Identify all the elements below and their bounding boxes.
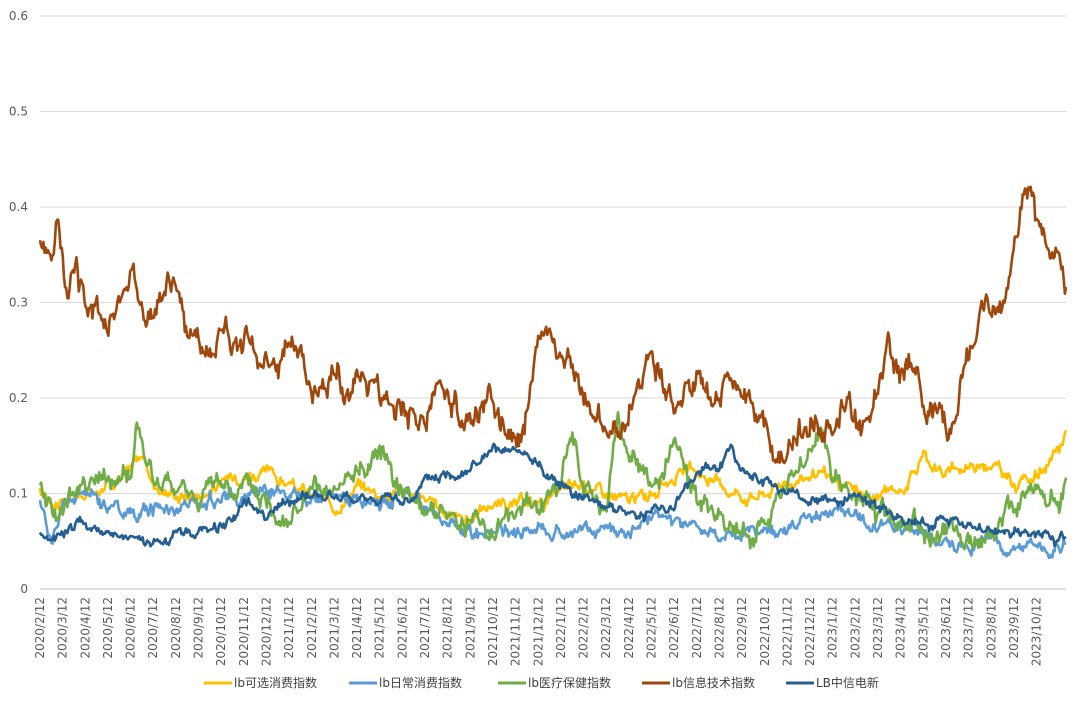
x-tick-label: 2021/1/12 (282, 597, 296, 659)
x-tick-label: 2020/11/12 (237, 597, 251, 666)
x-tick-label: 2021/8/12 (441, 597, 455, 659)
legend: lb可选消费指数 lb日常消费指数 lb医疗保健指数 lb信息技术指数 LB中信电新 (204, 675, 879, 690)
x-axis-ticks: 2020/2/12 2020/3/12 2020/4/12 2020/5/12 2020… (33, 597, 1044, 666)
x-tick-label: 2020/10/12 (214, 597, 228, 666)
x-tick-label: 2020/4/12 (78, 597, 92, 659)
x-tick-label: 2021/5/12 (373, 597, 387, 659)
y-tick-label: 0 (20, 582, 28, 596)
x-tick-label: 2021/10/12 (486, 597, 500, 666)
series-line (38, 483, 1067, 560)
x-tick-label: 2023/7/12 (962, 597, 976, 659)
x-tick-label: 2023/5/12 (916, 597, 930, 659)
x-tick-label: 2022/5/12 (645, 597, 659, 659)
x-tick-label: 2020/3/12 (56, 597, 70, 659)
x-tick-label: 2023/8/12 (984, 597, 998, 659)
y-axis-ticks: 0 0.1 0.2 0.3 0.4 0.5 0.6 (9, 9, 28, 596)
y-tick-label: 0.6 (9, 9, 28, 23)
x-tick-label: 2022/10/12 (758, 597, 772, 666)
x-tick-label: 2022/7/12 (690, 597, 704, 659)
x-tick-label: 2022/4/12 (622, 597, 636, 659)
x-tick-label: 2023/6/12 (939, 597, 953, 659)
y-tick-label: 0.2 (9, 391, 28, 405)
x-tick-label: 2020/9/12 (192, 597, 206, 659)
x-tick-label: 2023/2/12 (848, 597, 862, 659)
x-tick-label: 2021/3/12 (327, 597, 341, 659)
x-tick-label: 2021/12/12 (531, 597, 545, 666)
x-tick-label: 2020/8/12 (169, 597, 183, 659)
x-tick-label: 2021/6/12 (395, 597, 409, 659)
x-tick-label: 2022/8/12 (712, 597, 726, 659)
x-tick-label: 2021/9/12 (463, 597, 477, 659)
x-tick-label: 2022/3/12 (599, 597, 613, 659)
x-tick-label: 2023/4/12 (894, 597, 908, 659)
legend-label: lb信息技术指数 (672, 675, 755, 690)
legend-label: lb日常消费指数 (379, 675, 462, 690)
series-line (38, 442, 1067, 548)
x-tick-label: 2020/5/12 (101, 597, 115, 659)
x-tick-label: 2021/2/12 (305, 597, 319, 659)
x-tick-label: 2023/9/12 (1007, 597, 1021, 659)
x-tick-label: 2020/7/12 (146, 597, 160, 659)
series-lines (38, 185, 1068, 560)
x-tick-label: 2023/3/12 (871, 597, 885, 659)
y-tick-label: 0.4 (9, 200, 28, 214)
x-tick-label: 2022/9/12 (735, 597, 749, 659)
y-tick-label: 0.1 (9, 487, 28, 501)
x-tick-label: 2022/2/12 (577, 597, 591, 659)
series-line (38, 411, 1068, 551)
legend-label: LB中信电新 (816, 675, 879, 690)
legend-label: lb可选消费指数 (234, 675, 317, 690)
x-tick-label: 2022/6/12 (667, 597, 681, 659)
y-tick-label: 0.3 (9, 296, 28, 310)
x-tick-label: 2022/1/12 (554, 597, 568, 659)
y-tick-label: 0.5 (9, 105, 28, 119)
x-tick-label: 2022/11/12 (780, 597, 794, 666)
x-tick-label: 2021/11/12 (509, 597, 523, 666)
x-tick-label: 2020/6/12 (124, 597, 138, 659)
x-tick-label: 2020/12/12 (259, 597, 273, 666)
x-tick-label: 2023/10/12 (1030, 597, 1044, 666)
x-tick-label: 2023/1/12 (826, 597, 840, 659)
x-tick-label: 2020/2/12 (33, 597, 47, 659)
x-tick-label: 2021/4/12 (350, 597, 364, 659)
series-line (38, 185, 1068, 465)
x-tick-label: 2021/7/12 (418, 597, 432, 659)
legend-label: lb医疗保健指数 (528, 675, 611, 690)
x-tick-label: 2022/12/12 (803, 597, 817, 666)
